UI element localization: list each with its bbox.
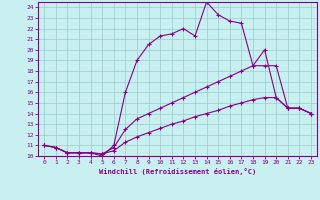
X-axis label: Windchill (Refroidissement éolien,°C): Windchill (Refroidissement éolien,°C) (99, 168, 256, 175)
